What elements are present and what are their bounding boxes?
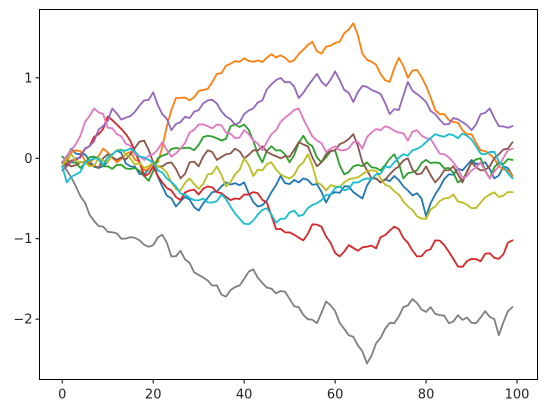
series-line-2 <box>61 22 514 177</box>
series-line-4 <box>61 115 514 268</box>
x-tick-label: 100 <box>505 388 530 403</box>
y-tick-label: −2 <box>13 313 32 328</box>
x-tick-label: 60 <box>327 388 344 403</box>
plot-frame <box>39 9 538 380</box>
series-line-6 <box>61 133 514 184</box>
y-tick-label: 1 <box>24 71 32 86</box>
series-line-9 <box>61 148 514 220</box>
series-line-3 <box>61 123 514 184</box>
series-line-5 <box>61 70 514 172</box>
x-tick-label: 20 <box>145 388 162 403</box>
x-tick-label: 0 <box>58 388 66 403</box>
x-tick-label: 40 <box>236 388 253 403</box>
series-line-8 <box>61 161 514 365</box>
x-tick-label: 80 <box>418 388 435 403</box>
series-layer <box>61 22 514 365</box>
series-line-10 <box>61 132 514 226</box>
y-tick-label: 0 <box>24 152 32 167</box>
ticks-layer: 0 20 40 60 80 100 1 0 −1 −2 <box>13 71 529 402</box>
y-tick-label: −1 <box>13 232 32 247</box>
